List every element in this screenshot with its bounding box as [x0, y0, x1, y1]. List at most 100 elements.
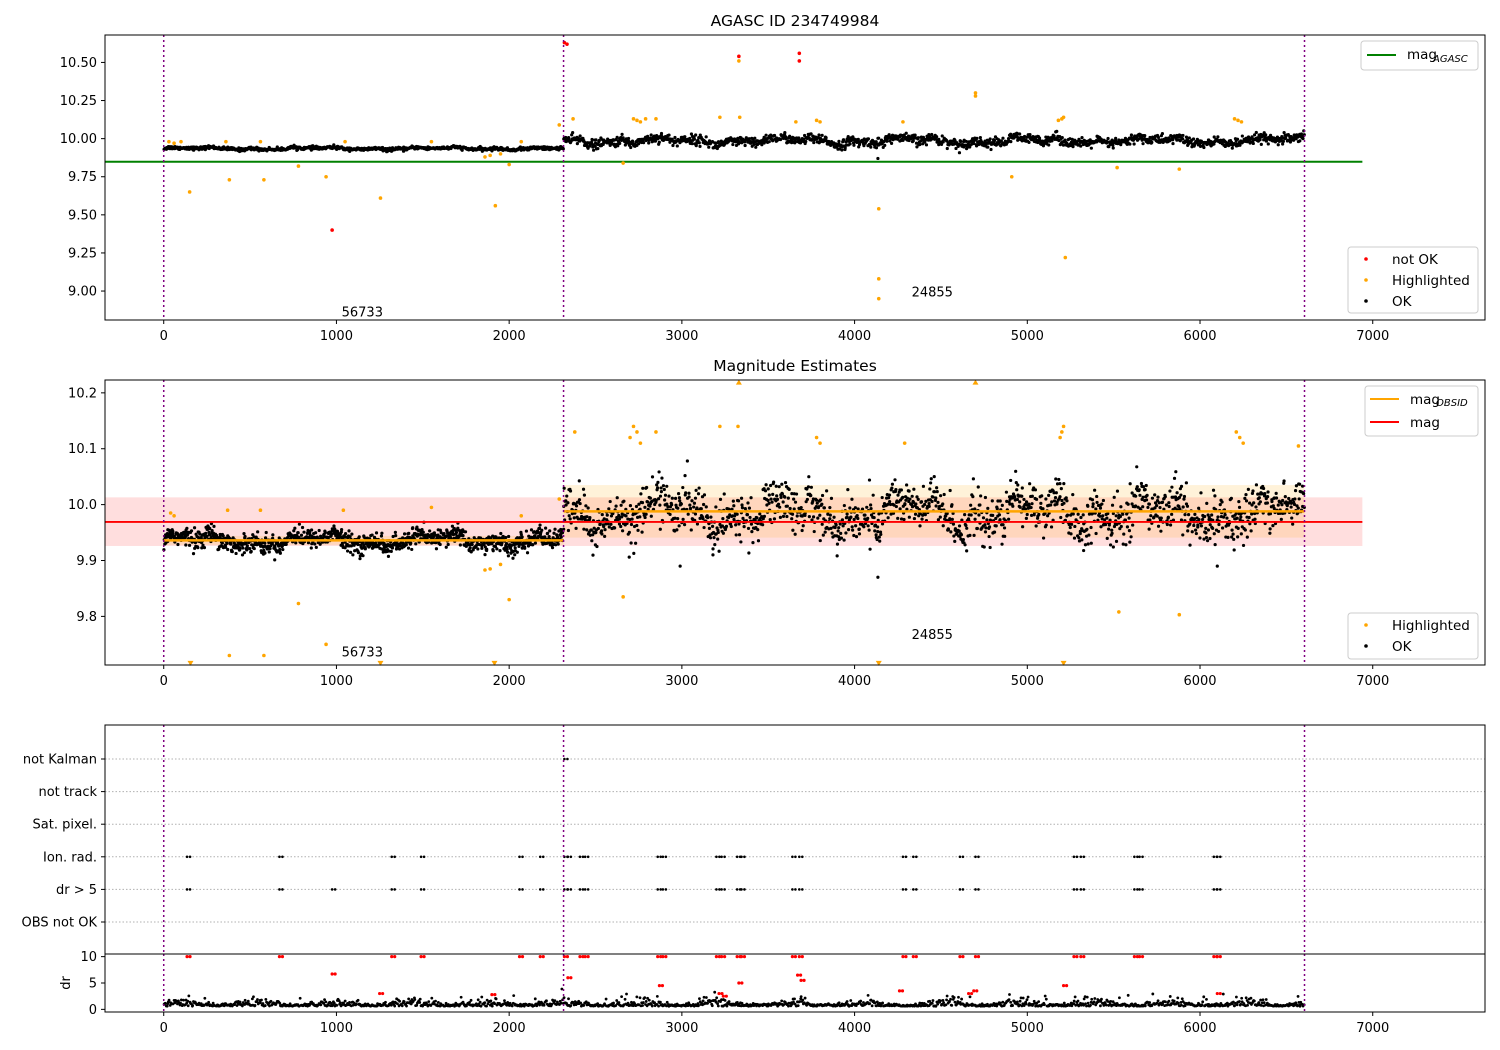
panel2-point-ok	[292, 529, 296, 533]
panel2-point-ok	[608, 499, 612, 504]
panel3-flag-point	[521, 888, 524, 891]
panel2-point-ok	[1014, 469, 1018, 473]
panel2-point-ok	[852, 517, 856, 522]
panel2-point-ok	[736, 499, 741, 503]
panel2-point-ok	[210, 529, 214, 533]
panel2-point-ok	[821, 533, 825, 537]
panel2-point-ok	[347, 529, 351, 533]
panel3-flag-point	[419, 888, 423, 891]
panel2-point-ok	[1030, 502, 1034, 506]
panel2-point-ok	[1297, 497, 1301, 501]
panel1-xtick-label: 6000	[1183, 329, 1216, 344]
panel2-point-highlighted	[324, 642, 328, 647]
panel2-point-ok	[1287, 496, 1291, 501]
panel2-point-ok	[820, 493, 825, 498]
panel2-point-ok	[818, 513, 822, 517]
panel2-point-ok	[268, 546, 272, 551]
panel2-point-ok	[923, 513, 927, 517]
panel2-annotation: 56733	[342, 646, 383, 661]
panel2-point-ok	[1266, 494, 1270, 499]
panel1-point-ok	[1171, 138, 1175, 142]
panel2-point-ok	[627, 530, 631, 534]
panel2-point-ok	[986, 506, 990, 510]
panel1-point-ok	[667, 133, 671, 137]
panel1-point-ok	[752, 142, 756, 147]
panel3-flag-point	[393, 888, 397, 891]
panel2-point-ok	[819, 498, 823, 502]
panel3-flag-point	[188, 888, 192, 891]
panel2-point-ok	[596, 526, 600, 531]
panel2-point-ok	[556, 542, 560, 546]
panel2-point-ok	[729, 524, 733, 529]
panel2-point-ok	[1272, 506, 1276, 511]
panel2-point-ok	[656, 480, 660, 485]
panel2-point-ok	[734, 533, 738, 537]
panel1-point-ok	[988, 137, 992, 141]
panel1-point-ok	[647, 141, 651, 145]
panel2-point-ok	[649, 514, 653, 518]
panel2-point-ok	[1246, 487, 1250, 492]
panel1-point-ok	[817, 133, 821, 137]
panel1-ytick-label: 9.50	[68, 208, 97, 223]
panel2-point-ok	[1041, 507, 1045, 511]
panel2-point-ok	[749, 496, 753, 500]
panel2-point-ok	[629, 541, 633, 545]
panel1-point-highlighted	[493, 203, 498, 208]
panel1-point-highlighted	[227, 177, 232, 182]
panel2-point-ok	[708, 536, 713, 540]
panel2-point-ok	[1232, 537, 1236, 541]
panel2-point-ok	[1105, 536, 1109, 541]
panel2-point-ok	[1257, 496, 1261, 500]
panel1-point-ok	[606, 137, 610, 141]
panel2-point-ok	[590, 539, 594, 543]
panel2-point-ok	[713, 543, 717, 547]
panel2-point-ok	[1179, 493, 1183, 497]
panel1-point-ok	[597, 138, 602, 142]
panel2-point-ok	[498, 549, 502, 553]
panel2-point-ok	[586, 506, 590, 510]
panel2-point-ok	[1127, 529, 1132, 533]
panel3-ytick-label: dr > 5	[56, 883, 97, 898]
panel2-point-ok	[1218, 503, 1222, 507]
panel2-point-ok	[374, 531, 379, 535]
panel2-point-ok	[756, 539, 761, 543]
panel2-point-ok	[887, 496, 891, 500]
panel2-point-ok	[985, 518, 989, 522]
panel2-point-ok	[513, 553, 517, 557]
panel2-point-ok	[1033, 488, 1038, 492]
panel2-point-ok	[357, 535, 361, 539]
panel2-point-ok	[271, 536, 275, 540]
panel2-point-ok	[785, 514, 789, 519]
panel2-point-ok	[676, 506, 680, 510]
panel2-point-ok	[1193, 512, 1197, 516]
panel2-point-ok	[273, 545, 277, 549]
panel2-point-ok	[202, 546, 207, 550]
panel1-point-ok	[1070, 137, 1074, 141]
panel2-point-ok	[1265, 501, 1269, 505]
panel2-point-ok	[902, 517, 906, 522]
panel1-point-ok	[1132, 142, 1136, 146]
panel1-xtick-label: 3000	[665, 329, 698, 344]
panel2-point-ok	[678, 564, 682, 568]
panel2-point-ok	[1121, 542, 1125, 546]
panel2-point-ok	[256, 530, 260, 534]
panel1-ytick-label: 9.25	[68, 246, 97, 261]
panel1-point-ok	[939, 142, 944, 147]
panel1-point-highlighted	[876, 277, 881, 281]
panel2-point-ok	[936, 500, 940, 504]
panel2-point-ok	[1057, 477, 1061, 482]
panel2-point-ok	[1293, 497, 1297, 501]
panel1-point-ok	[846, 135, 850, 139]
panel2-point-ok	[791, 528, 795, 532]
panel2-point-ok	[241, 546, 245, 550]
panel2-point-ok	[1135, 465, 1139, 469]
panel2-point-ok	[614, 504, 618, 508]
panel2-point-ok	[971, 495, 975, 499]
panel2-point-ok	[787, 487, 791, 491]
panel2-point-ok	[485, 547, 489, 551]
panel2-point-ok	[1009, 478, 1013, 483]
panel2-point-ok	[772, 517, 777, 521]
panel1-point-ok	[876, 156, 880, 161]
panel2-point-ok	[428, 529, 432, 533]
panel2-point-ok	[545, 531, 550, 535]
